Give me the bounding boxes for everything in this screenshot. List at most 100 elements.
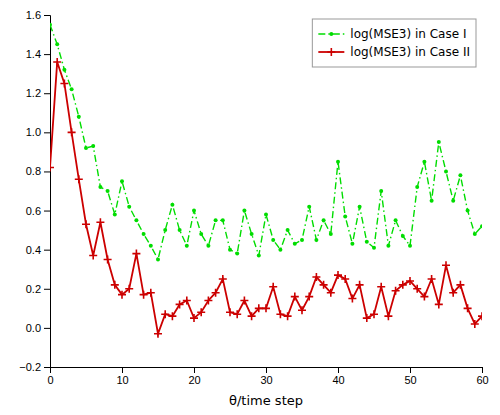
y-tick-label: 1.6: [26, 9, 41, 21]
y-tick-label: 0.6: [26, 205, 41, 217]
point: [127, 205, 131, 209]
point: [358, 205, 362, 209]
point: [149, 244, 153, 248]
point: [384, 312, 392, 320]
point: [50, 164, 54, 172]
point: [113, 212, 117, 216]
y-axis: −0.20.00.20.40.60.81.01.21.41.6: [19, 9, 50, 373]
y-tick-mark: [44, 211, 50, 212]
point: [365, 240, 369, 244]
point: [168, 312, 176, 320]
point: [192, 209, 196, 213]
point: [134, 218, 138, 222]
point: [444, 169, 448, 173]
point: [214, 218, 218, 222]
y-tick-mark: [44, 54, 50, 55]
point: [111, 281, 119, 289]
point: [242, 209, 246, 213]
point: [293, 242, 297, 246]
point: [428, 275, 436, 283]
point: [473, 232, 477, 236]
point: [322, 218, 326, 222]
y-tick: 0.8: [26, 165, 50, 177]
point: [320, 281, 328, 289]
point: [163, 228, 167, 232]
point: [336, 160, 340, 164]
legend-box: [312, 19, 476, 67]
x-tick-label: 0: [47, 374, 53, 386]
point: [343, 214, 347, 218]
point: [228, 248, 232, 252]
point: [372, 246, 376, 250]
point: [312, 273, 320, 281]
point: [170, 203, 174, 207]
point: [96, 218, 104, 226]
y-tick-label: 0.2: [26, 283, 41, 295]
y-axis-line: [44, 16, 51, 368]
point: [154, 330, 162, 338]
y-tick-mark: [44, 289, 50, 290]
x-tick-mark: [194, 367, 195, 373]
x-tick-label: 50: [404, 374, 416, 386]
point: [305, 293, 313, 301]
x-tick: 30: [260, 367, 272, 386]
x-tick-label: 40: [332, 374, 344, 386]
point: [458, 173, 462, 177]
point: [199, 232, 203, 236]
point: [442, 261, 450, 269]
point: [271, 238, 275, 242]
point: [53, 58, 61, 66]
y-tick-mark: [44, 367, 50, 368]
point: [140, 291, 148, 299]
point: [278, 248, 282, 252]
point: [240, 297, 248, 305]
point: [327, 289, 335, 297]
point: [142, 232, 146, 236]
point: [255, 304, 263, 312]
point: [98, 185, 102, 189]
y-tick-label: 0.8: [26, 165, 41, 177]
legend: log(MSE3) in Case Ilog(MSE3) in Case II: [312, 19, 476, 67]
y-tick: 0.2: [26, 283, 50, 295]
x-tick-mark: [482, 367, 483, 373]
point: [415, 185, 419, 189]
point: [104, 255, 112, 263]
point: [334, 271, 342, 279]
point: [118, 291, 126, 299]
y-tick-mark: [44, 328, 50, 329]
point: [68, 128, 76, 136]
point: [219, 275, 227, 283]
point: [156, 257, 160, 261]
point: [106, 189, 110, 193]
y-tick: 1.0: [26, 126, 50, 138]
point: [471, 320, 479, 328]
series-line: [50, 62, 482, 334]
x-tick-mark: [266, 367, 267, 373]
point: [341, 275, 349, 283]
y-tick: 0.0: [26, 322, 50, 334]
legend-marker: [327, 48, 335, 56]
point: [298, 306, 306, 314]
x-tick: 0: [47, 367, 53, 386]
y-tick-mark: [44, 93, 50, 94]
point: [262, 304, 270, 312]
x-tick-label: 30: [260, 374, 272, 386]
point: [300, 238, 304, 242]
point: [176, 300, 184, 308]
point: [250, 232, 254, 236]
x-tick: 40: [332, 367, 344, 386]
point: [183, 297, 191, 305]
point: [161, 310, 169, 318]
point: [307, 205, 311, 209]
y-tick-mark: [44, 132, 50, 133]
point: [329, 232, 333, 236]
point: [284, 312, 292, 320]
x-tick-mark: [410, 367, 411, 373]
legend-label: log(MSE3) in Case II: [350, 45, 470, 59]
x-tick-label: 60: [476, 374, 488, 386]
point: [437, 140, 441, 144]
point: [70, 87, 74, 91]
point: [62, 68, 66, 72]
point: [55, 42, 59, 46]
point: [91, 144, 95, 148]
